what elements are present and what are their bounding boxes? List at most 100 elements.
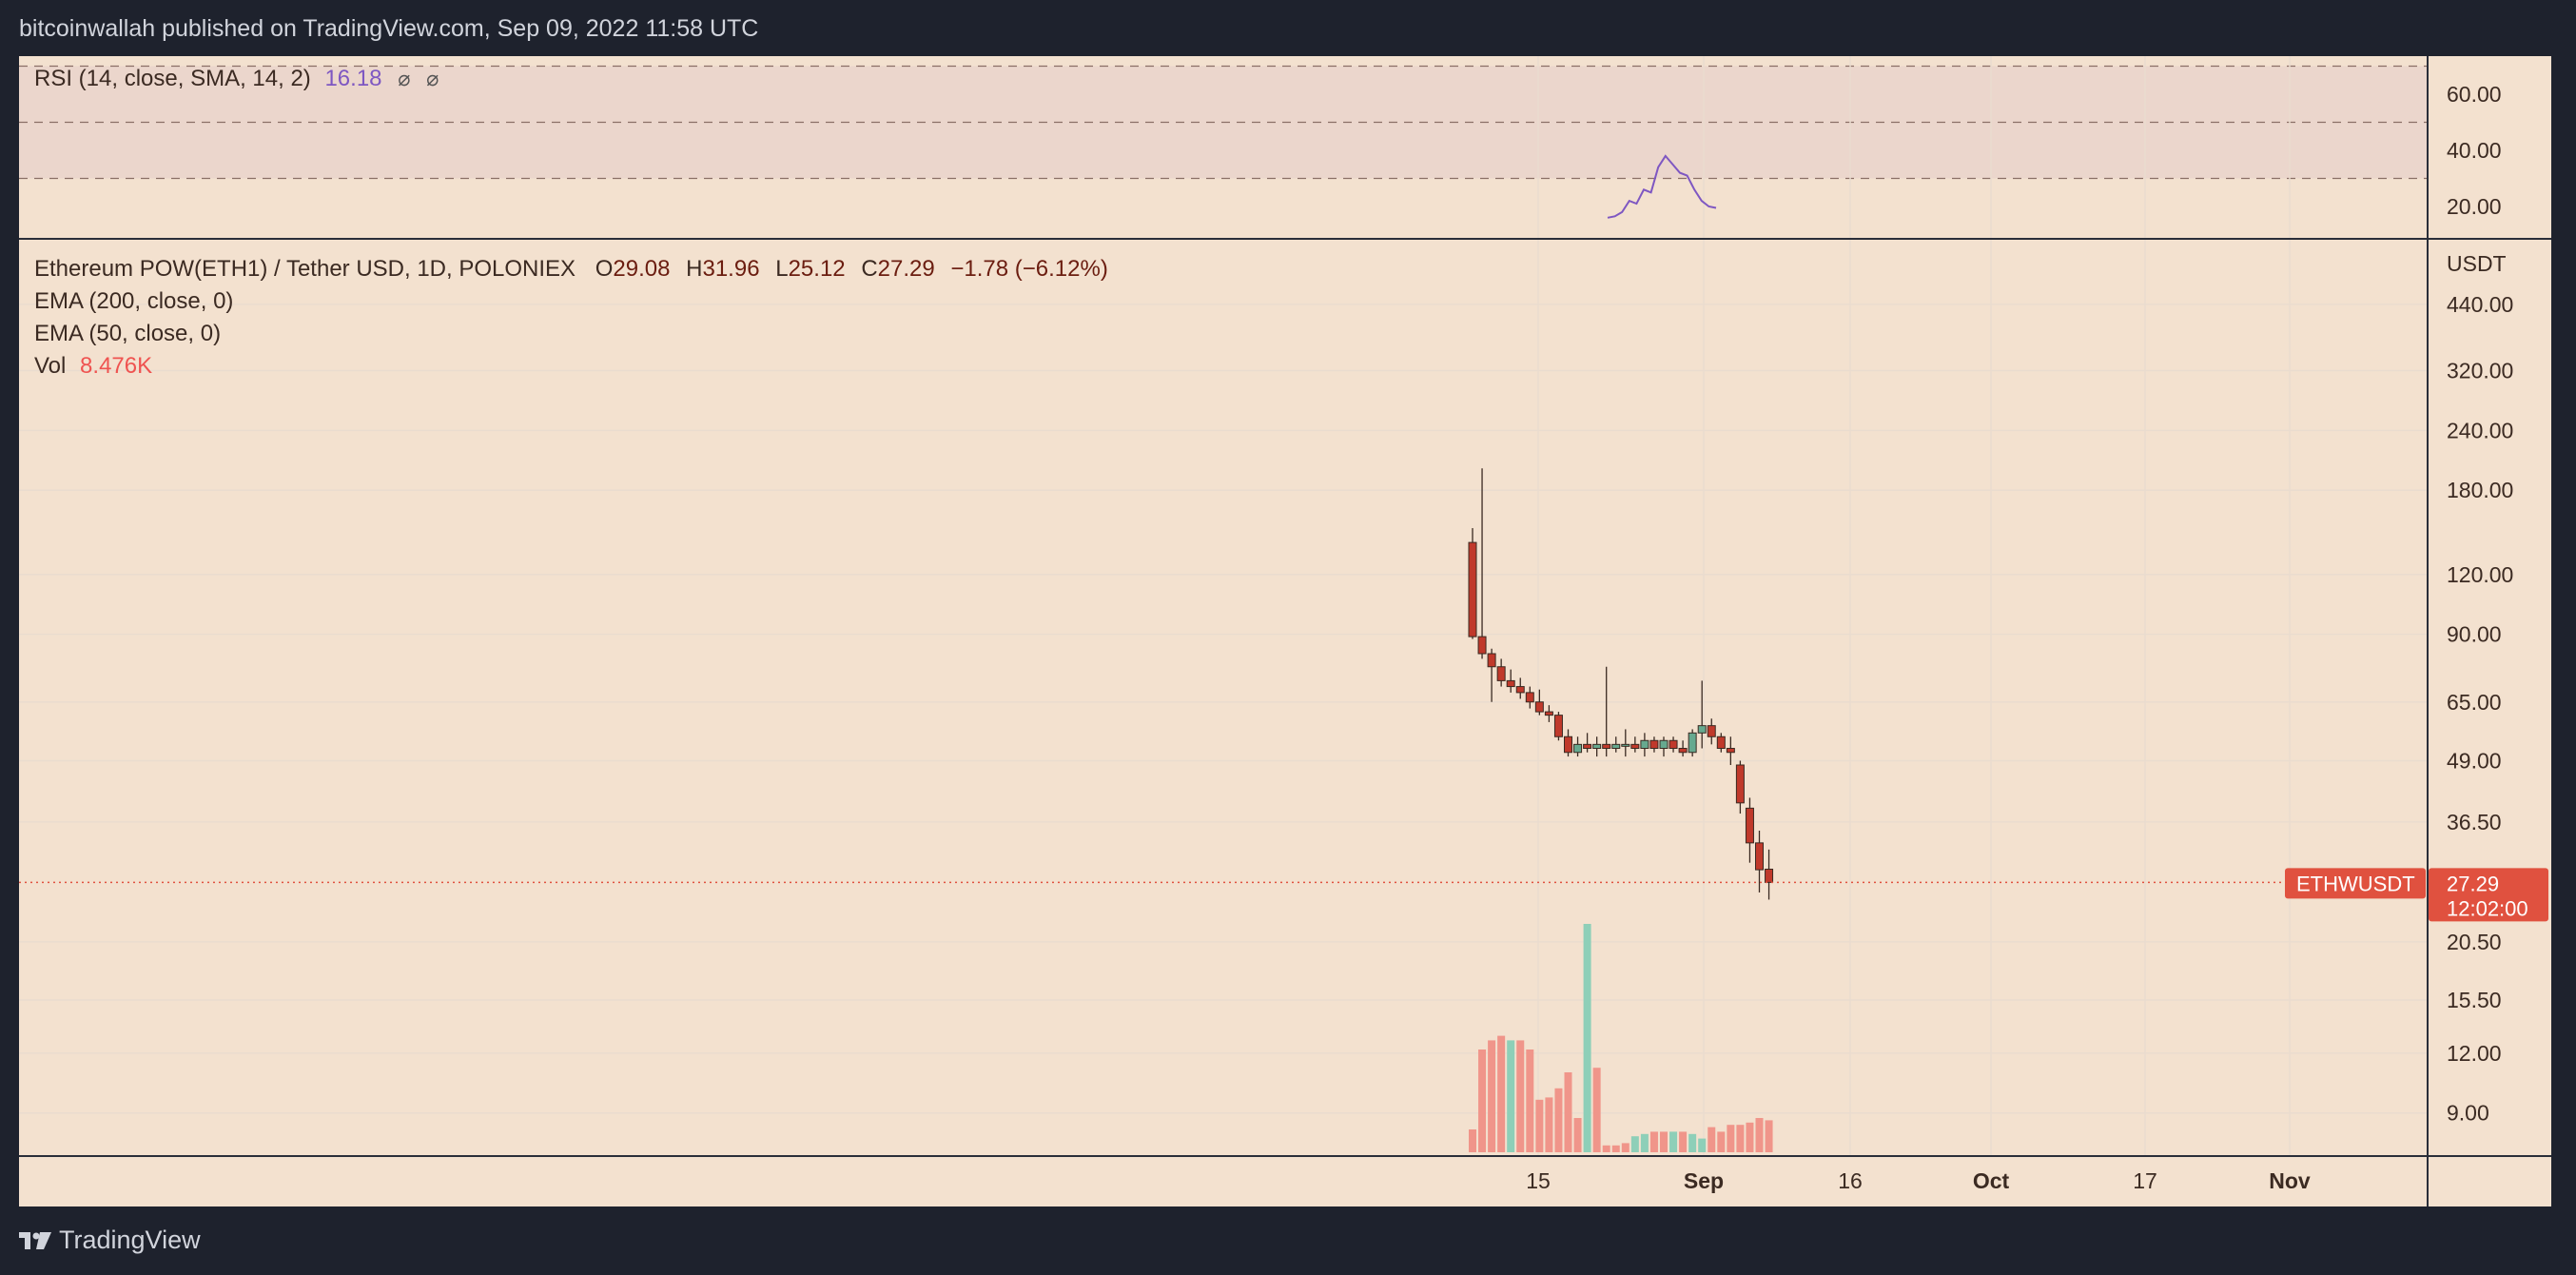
last-price-text: 27.29 <box>2447 872 2499 895</box>
candle-body <box>1515 686 1525 694</box>
candle-body <box>1707 725 1716 737</box>
volume-bar <box>1573 1118 1582 1152</box>
price-tick-label: 9.00 <box>2447 1101 2489 1126</box>
time-axis-label: Oct <box>1973 1168 2010 1193</box>
price-tick-label: 15.50 <box>2447 988 2502 1012</box>
volume-bar <box>1478 1049 1487 1152</box>
candle-body <box>1716 736 1726 750</box>
volume-value: 8.476K <box>80 353 153 379</box>
tradingview-logo[interactable]: TradingView <box>19 1226 201 1255</box>
price-tick-label: 20.50 <box>2447 930 2502 954</box>
volume-bar <box>1564 1072 1572 1152</box>
volume-bar <box>1698 1138 1707 1152</box>
price-tick-label: 240.00 <box>2447 418 2513 442</box>
time-axis-label: Nov <box>2269 1168 2311 1193</box>
symbol-tag-bg <box>2285 868 2426 899</box>
volume-bar <box>1554 1088 1563 1152</box>
volume-bar <box>1736 1125 1745 1152</box>
volume-bar <box>1679 1131 1688 1152</box>
volume-bar <box>1507 1040 1515 1152</box>
time-axis-label: 17 <box>2133 1168 2157 1193</box>
chart-canvas[interactable]: 60.00 40.00 20.00 440.00 320.00 240.00 180.00 1… <box>19 56 2551 1206</box>
volume-bar <box>1535 1099 1544 1152</box>
volume-bar <box>1640 1133 1649 1152</box>
candle-body <box>1564 736 1572 754</box>
ohlc-low: L25.12 <box>775 256 846 282</box>
volume-bar <box>1630 1136 1639 1152</box>
volume-bar <box>1755 1118 1764 1152</box>
candle-body <box>1477 636 1487 655</box>
rsi-label: RSI (14, close, SMA, 14, 2) <box>34 66 311 91</box>
volume-bar <box>1469 1129 1476 1152</box>
candle-body <box>1640 739 1649 750</box>
chart-area[interactable]: 60.00 40.00 20.00 440.00 320.00 240.00 180.00 1… <box>19 56 2551 1206</box>
volume-bar <box>1488 1040 1496 1152</box>
candle-body <box>1755 842 1764 871</box>
volume-bar <box>1602 1145 1610 1152</box>
countdown-text: 12:02:00 <box>2447 896 2528 920</box>
candle-body <box>1602 743 1611 750</box>
volume-label: Vol <box>34 353 67 379</box>
price-tick-label: 36.50 <box>2447 810 2502 834</box>
ohlc-high: H31.96 <box>686 256 760 282</box>
time-axis-label: 15 <box>1526 1168 1551 1193</box>
tradingview-brand: TradingView <box>59 1226 201 1254</box>
candle-body <box>1525 692 1534 703</box>
price-tick-label: 180.00 <box>2447 478 2513 502</box>
candle-body <box>1621 743 1630 747</box>
rsi-visibility-icon[interactable]: ⌀ <box>398 67 411 90</box>
ohlc-change: −1.78 (−6.12%) <box>950 256 1108 282</box>
tradingview-icon <box>19 1231 51 1249</box>
candle-body <box>1573 743 1583 754</box>
rsi-line <box>1607 154 1717 219</box>
candle-body <box>1630 743 1640 750</box>
volume-bar <box>1746 1122 1754 1152</box>
volume-legend: Vol 8.476K <box>34 353 152 380</box>
candle-body <box>1592 743 1602 750</box>
volume-bar <box>1649 1131 1658 1152</box>
price-tick-label: 12.00 <box>2447 1041 2502 1066</box>
price-tick-label: 320.00 <box>2447 359 2513 383</box>
candle-body <box>1678 748 1688 754</box>
volume-bar <box>1497 1035 1506 1152</box>
volume-bar <box>1708 1127 1716 1152</box>
time-axis-label: 16 <box>1838 1168 1863 1193</box>
price-tick-label: 49.00 <box>2447 748 2502 773</box>
symbol-title: Ethereum POW(ETH1) / Tether USD, 1D, POL… <box>34 256 576 282</box>
price-tick-label: 120.00 <box>2447 562 2513 587</box>
candle-body <box>1649 739 1659 750</box>
ema50-legend: EMA (50, close, 0) <box>34 321 222 346</box>
price-tick-label: 90.00 <box>2447 622 2502 647</box>
rsi-settings-icon[interactable]: ⌀ <box>426 67 439 90</box>
candle-body <box>1726 748 1735 754</box>
volume-bar <box>1592 1068 1601 1152</box>
volume-bar <box>1526 1049 1534 1152</box>
volume-bar <box>1688 1133 1697 1152</box>
candle-body <box>1496 666 1506 681</box>
last-price-tag-bg <box>2429 868 2548 922</box>
ohlc-open: O29.08 <box>595 256 671 282</box>
symbol-tag-text: ETHWUSDT <box>2296 872 2415 895</box>
volume-bar <box>1660 1131 1668 1152</box>
volume-bar <box>1717 1131 1726 1152</box>
candle-body <box>1697 725 1707 734</box>
rsi-tick-label: 20.00 <box>2447 194 2502 219</box>
currency-label: USDT <box>2447 251 2507 276</box>
candle-body <box>1765 868 1774 883</box>
candle-body <box>1745 807 1754 844</box>
volume-bar <box>1611 1145 1620 1152</box>
rsi-legend: RSI (14, close, SMA, 14, 2) 16.18 ⌀ ⌀ <box>34 66 439 92</box>
candle-body <box>1544 711 1553 716</box>
candle-body <box>1553 715 1563 737</box>
rsi-value: 16.18 <box>324 66 382 91</box>
price-tick-label: 440.00 <box>2447 292 2513 317</box>
volume-bar <box>1669 1131 1678 1152</box>
candle-body <box>1534 701 1544 713</box>
candle-body <box>1506 679 1515 688</box>
ohlc-close: C27.29 <box>861 256 935 282</box>
volume-bar <box>1516 1040 1525 1152</box>
candle-body <box>1659 739 1669 750</box>
candle-body <box>1583 743 1592 750</box>
volume-bar <box>1765 1120 1773 1152</box>
candle-body <box>1487 653 1496 668</box>
